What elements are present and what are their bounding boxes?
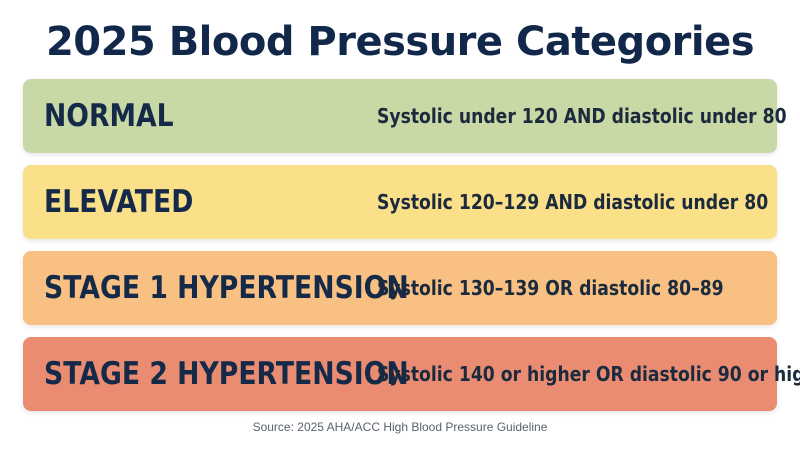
category-name-elevated: ELEVATED (44, 184, 194, 220)
category-row-stage-2: STAGE 2 HYPERTENSION Systolic 140 or hig… (23, 337, 800, 411)
category-row-elevated: ELEVATED Systolic 120–129 AND diastolic … (23, 165, 777, 239)
category-description-elevated: Systolic 120–129 AND diastolic under 80 (377, 190, 769, 214)
category-name-stage-2: STAGE 2 HYPERTENSION (44, 356, 409, 392)
category-row-normal: NORMAL Systolic under 120 AND diastolic … (23, 79, 787, 153)
page-title: 2025 Blood Pressure Categories (45, 19, 755, 65)
category-description-normal: Systolic under 120 AND diastolic under 8… (377, 104, 787, 128)
source-note: Source: 2025 AHA/ACC High Blood Pressure… (252, 420, 548, 434)
category-row-stage-1: STAGE 1 HYPERTENSION Systolic 130–139 OR… (23, 251, 777, 325)
category-name-stage-1: STAGE 1 HYPERTENSION (44, 270, 409, 306)
category-list: NORMAL Systolic under 120 AND diastolic … (23, 79, 800, 411)
category-name-normal: NORMAL (44, 98, 174, 134)
category-description-stage-2: Systolic 140 or higher OR diastolic 90 o… (377, 362, 800, 386)
category-description-stage-1: Systolic 130–139 OR diastolic 80–89 (377, 276, 724, 300)
